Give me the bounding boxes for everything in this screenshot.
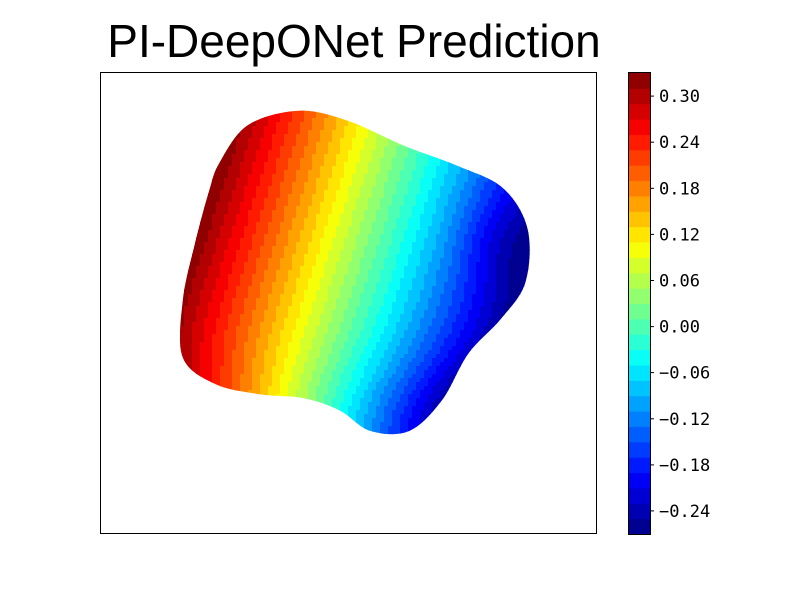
colorbar-band <box>628 73 650 89</box>
colorbar-band <box>628 195 650 212</box>
colorbar-tick-label: −0.06 <box>659 364 710 384</box>
colorbar-tick-label: 0.12 <box>659 225 700 245</box>
colorbar-band <box>628 395 650 412</box>
colorbar-band <box>628 119 650 135</box>
colorbar-band <box>628 134 650 151</box>
colorbar-band <box>628 503 650 520</box>
chart-title: PI-DeepONet Prediction <box>107 15 601 67</box>
colorbar-band <box>628 487 650 504</box>
colorbar-ticks: 0.30 0.24 0.18 0.12 0.06 0.00 −0.06 −0.12 −0.18 −… <box>650 87 710 522</box>
colorbar-band <box>628 318 650 335</box>
colorbar-tick-label: 0.30 <box>659 87 700 107</box>
colorbar-band <box>628 242 650 258</box>
colorbar-tick-label: −0.18 <box>659 456 710 476</box>
contour-field <box>180 110 530 435</box>
colorbar-tick-label: −0.12 <box>659 410 710 430</box>
colorbar-band <box>628 149 650 166</box>
colorbar-frame <box>628 72 651 535</box>
colorbar-band <box>628 472 650 489</box>
colorbar-tick-label: 0.06 <box>659 272 700 292</box>
colorbar-tick-label: 0.18 <box>659 179 700 199</box>
colorbar-band <box>628 103 650 120</box>
colorbar-band <box>628 441 650 458</box>
colorbar-tick-label: −0.24 <box>659 502 710 522</box>
colorbar-band <box>628 88 650 105</box>
colorbar-band <box>628 257 650 274</box>
colorbar-tick-label: 0.00 <box>659 318 700 338</box>
colorbar-band <box>628 180 650 197</box>
colorbar-band <box>628 272 650 289</box>
plot-frame <box>100 72 597 534</box>
colorbar-tick-label: 0.24 <box>659 133 700 153</box>
colorbar-band <box>628 457 650 474</box>
colorbar-band <box>628 349 650 366</box>
colorbar-band <box>628 364 650 381</box>
colorbar-band <box>628 211 650 228</box>
colorbar-band <box>628 226 650 243</box>
colorbar <box>628 73 650 535</box>
colorbar-band <box>628 426 650 443</box>
colorbar-band <box>628 165 650 182</box>
colorbar-band <box>628 518 650 535</box>
colorbar-band <box>628 380 650 397</box>
colorbar-band <box>628 288 650 304</box>
colorbar-band <box>628 334 650 351</box>
colorbar-band <box>628 303 650 320</box>
colorbar-band <box>628 411 650 427</box>
